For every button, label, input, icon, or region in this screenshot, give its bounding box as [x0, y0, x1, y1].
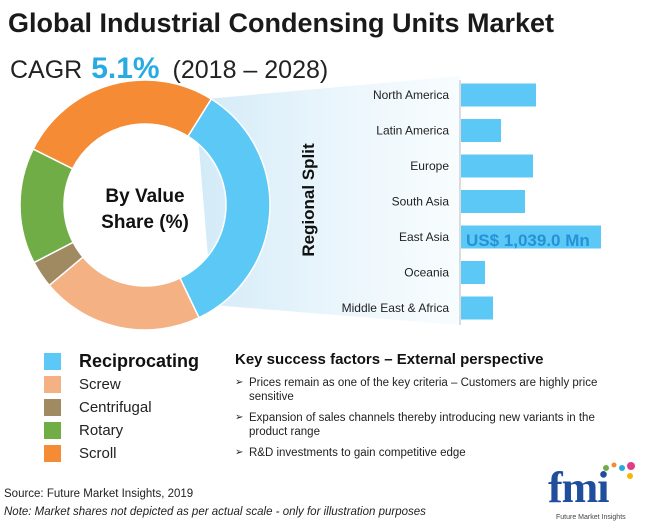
legend-item-scroll: Scroll	[44, 442, 199, 465]
bar-south-asia	[461, 190, 525, 213]
legend-label: Screw	[79, 376, 121, 393]
ksf-title: Key success factors – External perspecti…	[235, 351, 544, 368]
logo-dots-icon	[603, 462, 635, 479]
donut-slice-rotary	[19, 148, 75, 264]
legend-label: Scroll	[79, 445, 117, 462]
legend-swatch	[44, 376, 61, 393]
source-text: Source: Future Market Insights, 2019	[4, 488, 194, 500]
cagr-label: CAGR	[10, 56, 83, 84]
legend-item-reciprocating: Reciprocating	[44, 350, 199, 373]
ksf-item: ➢ Prices remain as one of the key criter…	[235, 376, 635, 404]
legend-label: Rotary	[79, 422, 124, 439]
cagr-period: (2018 – 2028)	[172, 56, 329, 84]
legend-swatch	[44, 399, 61, 416]
bar-label: South Asia	[392, 195, 450, 209]
arrow-bullet-icon: ➢	[235, 447, 244, 458]
bar-label: Middle East & Africa	[342, 301, 450, 315]
note-text: Note: Market shares not depicted as per …	[4, 506, 426, 518]
bar-label: Europe	[410, 159, 449, 173]
logo-mark: fmi	[548, 463, 610, 512]
donut-legend: Reciprocating Screw Centrifugal Rotary S…	[44, 350, 199, 465]
legend-swatch	[44, 353, 61, 370]
donut-center-line1: By Value	[105, 186, 184, 207]
ksf-item-text: R&D investments to gain competitive edge	[249, 447, 466, 459]
bar-label: North America	[373, 88, 449, 102]
ksf-item-text: Expansion of sales channels thereby intr…	[249, 412, 595, 438]
bar-oceania	[461, 261, 485, 284]
bar-label: Latin America	[376, 124, 449, 138]
legend-item-centrifugal: Centrifugal	[44, 396, 199, 419]
bar-middle-east-africa	[461, 296, 493, 320]
bar-east-asia	[461, 225, 601, 249]
donut-slice-scroll	[32, 79, 213, 170]
ksf-item: ➢ Expansion of sales channels thereby in…	[235, 411, 635, 439]
bar-latin-america	[461, 119, 501, 142]
arrow-bullet-icon: ➢	[235, 412, 244, 423]
chart-area: By Value Share (%) Regional Split North …	[19, 76, 601, 331]
donut-slice-reciprocating	[178, 97, 271, 319]
donut-callout-fan	[195, 76, 460, 325]
legend-swatch	[44, 422, 61, 439]
donut-center-line2: Share (%)	[101, 212, 189, 233]
regional-bar-chart: North America Latin America Europe South As…	[342, 83, 601, 320]
legend-swatch	[44, 445, 61, 462]
legend-label: Centrifugal	[79, 399, 152, 416]
key-success-factors: Key success factors – External perspecti…	[235, 351, 635, 467]
donut-slice-screw	[48, 256, 201, 331]
logo-subtitle: Future Market Insights	[556, 514, 626, 521]
bar-label: East Asia	[399, 230, 449, 244]
cagr-line: CAGR 5.1% (2018 – 2028)	[10, 52, 328, 86]
legend-item-rotary: Rotary	[44, 419, 199, 442]
arrow-bullet-icon: ➢	[235, 377, 244, 388]
bar-label: Oceania	[404, 266, 449, 280]
donut-chart	[19, 79, 271, 331]
ksf-item-text: Prices remain as one of the key criteria…	[249, 377, 598, 403]
ksf-item: ➢ R&D investments to gain competitive ed…	[235, 446, 635, 460]
legend-label: Reciprocating	[79, 351, 200, 371]
regional-axis-label: Regional Split	[299, 143, 318, 257]
east-asia-callout: US$ 1,039.0 Mn	[466, 231, 590, 250]
bar-europe	[461, 154, 533, 178]
page-title: Global Industrial Condensing Units Marke…	[8, 8, 555, 38]
legend-item-screw: Screw	[44, 373, 199, 396]
fmi-logo: fmi Future Market Insights	[548, 456, 648, 526]
bar-north-america	[461, 83, 536, 107]
